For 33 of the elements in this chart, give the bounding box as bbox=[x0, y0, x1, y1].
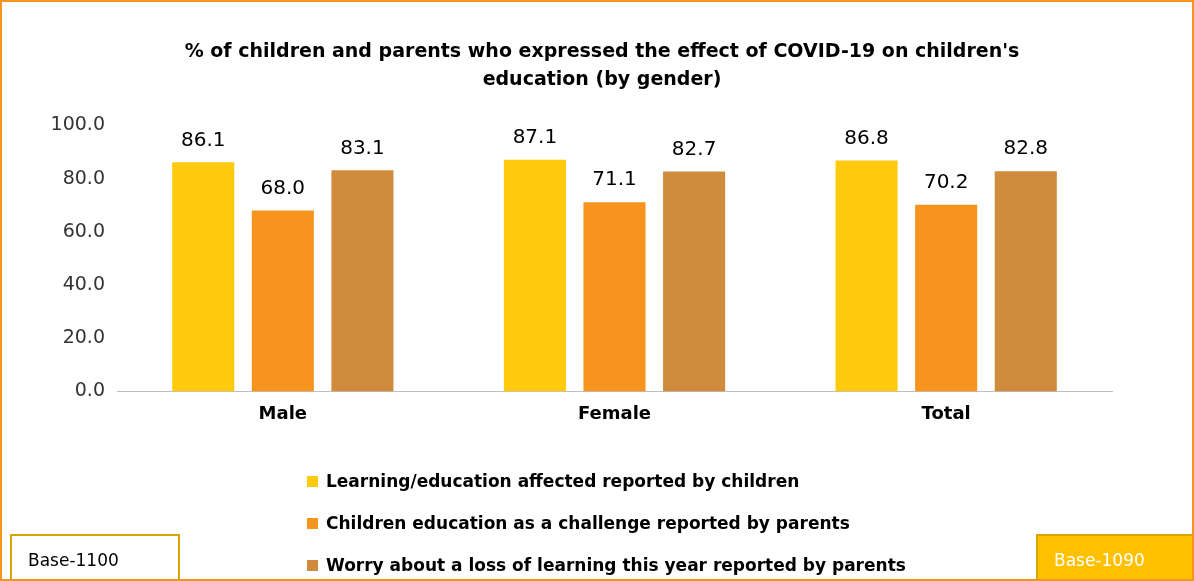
y-tick-label: 100.0 bbox=[50, 112, 105, 135]
bar bbox=[583, 202, 646, 392]
legend-label: Children education as a challenge reported by parents bbox=[326, 513, 850, 533]
legend-label: Learning/education affected reported by children bbox=[326, 471, 800, 491]
data-label: 87.1 bbox=[512, 123, 558, 148]
y-tick-label: 60.0 bbox=[62, 218, 105, 241]
x-tick-label: Male bbox=[258, 401, 308, 423]
bar bbox=[251, 210, 314, 392]
data-label: 71.1 bbox=[592, 166, 637, 191]
bar bbox=[663, 171, 726, 392]
chart-title: % of children and parents who expressed the effect of COVID-19 on children's education (by gender) bbox=[183, 38, 1021, 91]
bar bbox=[835, 160, 898, 392]
y-tick-label: 20.0 bbox=[62, 325, 105, 348]
bar bbox=[915, 204, 978, 392]
text: Base-1100 bbox=[10, 534, 180, 581]
data-label: 82.7 bbox=[671, 135, 717, 160]
y-tick-label: 0.0 bbox=[74, 378, 105, 401]
text: Base-1090 bbox=[1036, 534, 1194, 581]
data-label: 68.0 bbox=[260, 174, 306, 199]
data-label: 86.8 bbox=[844, 124, 889, 149]
bar bbox=[503, 159, 566, 392]
legend-label: Worry about a loss of learning this year reported by parents bbox=[326, 555, 906, 575]
x-tick-label: Female bbox=[577, 401, 652, 423]
data-label: 86.1 bbox=[180, 126, 226, 151]
data-label: 70.2 bbox=[923, 168, 969, 193]
x-tick-label: Total bbox=[921, 401, 971, 423]
data-label: 83.1 bbox=[340, 134, 385, 159]
y-tick-label: 40.0 bbox=[62, 271, 105, 294]
bar bbox=[172, 162, 235, 392]
bar bbox=[331, 170, 394, 392]
bar bbox=[994, 171, 1057, 392]
y-tick-label: 80.0 bbox=[62, 165, 105, 188]
data-label: 82.8 bbox=[1003, 135, 1049, 160]
